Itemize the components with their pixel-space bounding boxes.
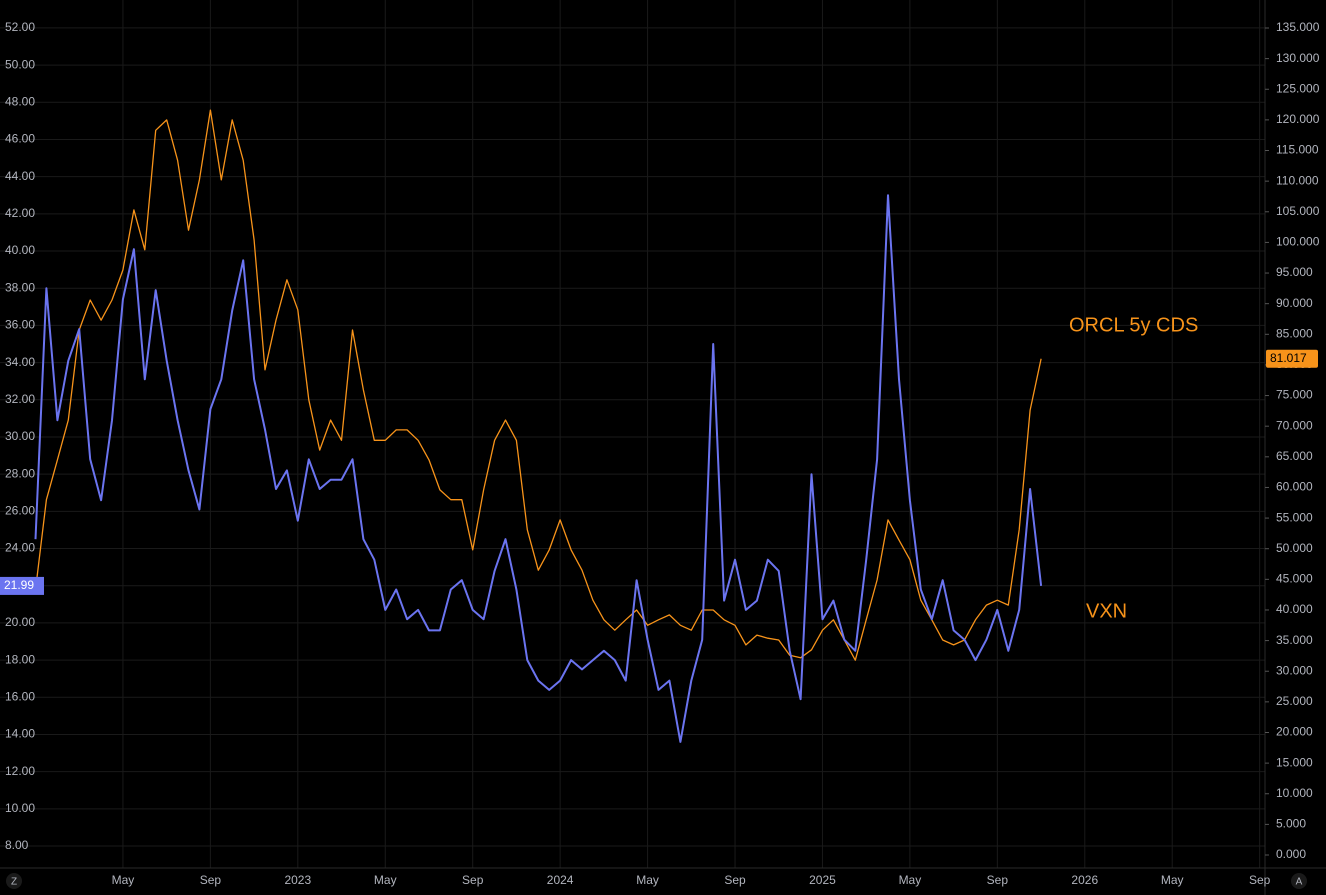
last-value-label: 21.99	[4, 578, 34, 592]
y2-tick-label: 5.000	[1276, 817, 1306, 831]
last-value-badge	[1266, 349, 1318, 368]
y2-tick-label: 55.000	[1276, 510, 1313, 524]
axis-button[interactable]	[1291, 873, 1307, 889]
x-tick-label: 2024	[547, 873, 574, 887]
y-tick-label: 12.00	[5, 764, 35, 778]
x-tick-label: May	[899, 873, 922, 887]
y2-tick-label: 95.000	[1276, 265, 1313, 279]
y2-tick-label: 110.000	[1276, 173, 1319, 187]
series-line	[34, 194, 1043, 743]
y-tick-label: 38.00	[5, 280, 35, 294]
axis-button-label[interactable]: Z	[11, 877, 17, 888]
y2-tick-label: 60.000	[1276, 480, 1313, 494]
y-tick-label: 26.00	[5, 504, 35, 518]
x-tick-label: 2025	[809, 873, 836, 887]
x-tick-label: May	[112, 873, 135, 887]
y-tick-label: 14.00	[5, 727, 35, 741]
x-tick-label: Sep	[987, 873, 1009, 887]
y-tick-label: 48.00	[5, 94, 35, 108]
y2-tick-label: 115.000	[1276, 143, 1319, 157]
x-tick-label: Sep	[200, 873, 222, 887]
x-tick-label: 2023	[284, 873, 311, 887]
series-annotation: ORCL 5y CDS	[1069, 314, 1198, 336]
y2-tick-label: 135.000	[1276, 20, 1320, 34]
y2-tick-label: 50.000	[1276, 541, 1313, 555]
last-value-badge	[0, 576, 44, 595]
y2-tick-label: 75.000	[1276, 388, 1313, 402]
y2-tick-label: 25.000	[1276, 694, 1313, 708]
y2-tick-label: 70.000	[1276, 418, 1313, 432]
axis-button-label[interactable]: A	[1296, 877, 1303, 888]
y-tick-label: 40.00	[5, 243, 35, 257]
y2-tick-label: 100.000	[1276, 235, 1320, 249]
y-tick-label: 50.00	[5, 57, 35, 71]
y2-tick-label: 65.000	[1276, 449, 1313, 463]
y-tick-label: 44.00	[5, 169, 35, 183]
y2-tick-label: 0.000	[1276, 847, 1306, 861]
y-tick-label: 28.00	[5, 466, 35, 480]
y-tick-label: 46.00	[5, 132, 35, 146]
y-tick-label: 36.00	[5, 318, 35, 332]
y2-tick-label: 20.000	[1276, 725, 1313, 739]
y2-tick-label: 125.000	[1276, 81, 1320, 95]
x-tick-label: May	[374, 873, 397, 887]
x-tick-label: Sep	[724, 873, 746, 887]
y2-tick-label: 35.000	[1276, 633, 1313, 647]
y-tick-label: 8.00	[5, 838, 29, 852]
x-tick-label: Sep	[462, 873, 484, 887]
y2-tick-label: 120.000	[1276, 112, 1320, 126]
x-tick-label: 2026	[1071, 873, 1098, 887]
axis-button[interactable]	[6, 873, 22, 889]
y2-tick-label: 90.000	[1276, 296, 1313, 310]
series-line	[34, 109, 1042, 661]
y-tick-label: 30.00	[5, 429, 35, 443]
series-annotation: VXN	[1086, 600, 1127, 622]
y-tick-label: 16.00	[5, 689, 35, 703]
y-tick-label: 24.00	[5, 541, 35, 555]
x-tick-label: May	[636, 873, 659, 887]
y2-tick-label: 105.000	[1276, 204, 1320, 218]
y2-tick-label: 130.000	[1276, 51, 1320, 65]
y2-tick-label: 45.000	[1276, 572, 1313, 586]
y-tick-label: 32.00	[5, 392, 35, 406]
y-tick-label: 42.00	[5, 206, 35, 220]
y2-tick-label: 40.000	[1276, 602, 1313, 616]
y-tick-label: 52.00	[5, 20, 35, 34]
x-tick-label: Sep	[1249, 873, 1271, 887]
y2-tick-label: 85.000	[1276, 326, 1313, 340]
y-tick-label: 10.00	[5, 801, 35, 815]
y-tick-label: 20.00	[5, 615, 35, 629]
y-tick-label: 34.00	[5, 355, 35, 369]
y-tick-label: 18.00	[5, 652, 35, 666]
y2-tick-label: 10.000	[1276, 786, 1313, 800]
y2-tick-label: 15.000	[1276, 755, 1313, 769]
x-tick-label: May	[1161, 873, 1184, 887]
y2-tick-label: 30.000	[1276, 663, 1313, 677]
last-value-label: 81.017	[1270, 351, 1307, 365]
